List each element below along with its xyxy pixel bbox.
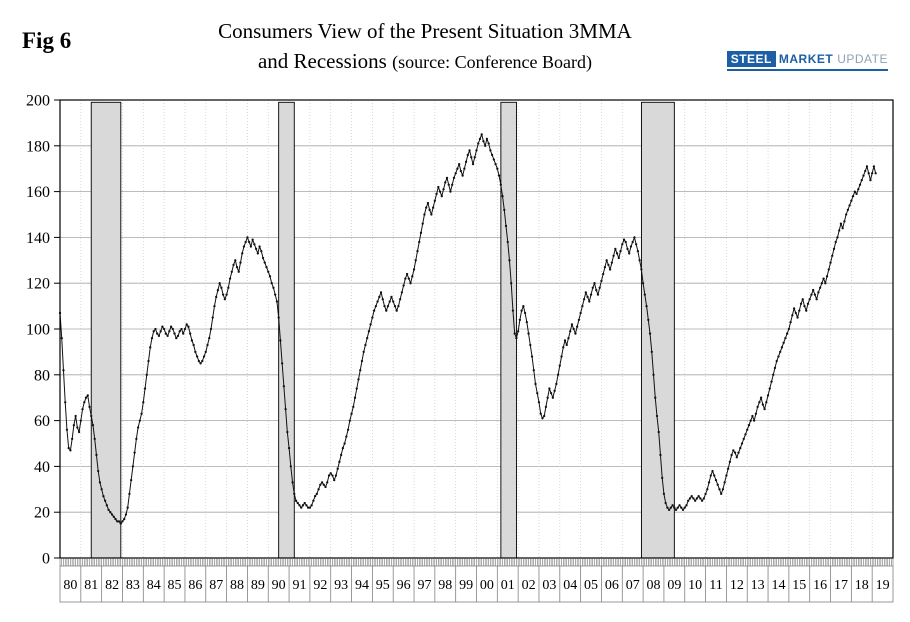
x-tick-label: 18 xyxy=(855,578,869,593)
chart-title-line2-main: and Recessions xyxy=(257,49,393,74)
x-tick-label: 89 xyxy=(251,578,265,593)
recession-band xyxy=(640,101,675,559)
x-tick-label: 82 xyxy=(105,578,119,593)
x-tick-label: 90 xyxy=(272,578,286,593)
series-present-situation xyxy=(58,133,877,525)
x-tick-label: 08 xyxy=(647,578,661,593)
x-tick-label: 19 xyxy=(876,578,890,593)
x-tick-label: 86 xyxy=(188,578,202,593)
x-tick-label: 11 xyxy=(709,578,722,593)
x-tick-label: 85 xyxy=(168,578,182,593)
figure-label: Fig 6 xyxy=(22,28,72,53)
y-tick-label: 120 xyxy=(26,276,50,293)
x-tick-label: 93 xyxy=(334,578,348,593)
y-tick-label: 140 xyxy=(26,230,50,247)
x-tick-label: 95 xyxy=(376,578,390,593)
x-tick-label: 13 xyxy=(751,578,765,593)
x-tick-label: 84 xyxy=(147,578,161,593)
x-tick-label: 05 xyxy=(584,578,598,593)
chart-title-line1: Consumers View of the Present Situation … xyxy=(218,19,632,43)
y-tick-label: 20 xyxy=(34,505,50,522)
x-tick-label: 80 xyxy=(63,578,77,593)
x-tick-label: 87 xyxy=(209,578,223,593)
y-tick-label: 0 xyxy=(42,551,50,568)
chart-title: Consumers View of the Present Situation … xyxy=(0,16,850,77)
logo-update: UPDATE xyxy=(837,52,888,66)
logo-market: MARKET xyxy=(778,52,834,66)
y-tick-label: 100 xyxy=(26,322,50,339)
x-tick-label: 98 xyxy=(438,578,452,593)
x-tick-label: 14 xyxy=(771,578,785,593)
month-tick-strip xyxy=(59,558,894,566)
x-tick-label: 12 xyxy=(730,578,744,593)
x-tick-label: 92 xyxy=(313,578,327,593)
x-tick-label: 00 xyxy=(480,578,494,593)
x-tick-label: 16 xyxy=(813,578,827,593)
x-tick-label: 07 xyxy=(626,578,640,593)
logo-steel: STEEL xyxy=(726,51,776,67)
x-tick-label: 97 xyxy=(417,578,431,593)
x-tick-label: 81 xyxy=(84,578,98,593)
y-tick-label: 80 xyxy=(34,367,50,384)
chart-title-source: (source: Conference Board) xyxy=(392,52,593,73)
y-axis-labels: 0 20 40 60 80 100 120 140 160 180 200 xyxy=(26,93,60,568)
recession-bands xyxy=(90,101,675,559)
x-tick-label: 02 xyxy=(522,578,536,593)
y-tick-label: 200 xyxy=(26,93,50,110)
x-axis-labels: 80 81 82 83 84 85 86 87 88 89 90 91 92 93 94 95 96 97 98 99… xyxy=(59,565,894,603)
x-tick-label: 15 xyxy=(792,578,806,593)
x-tick-label: 06 xyxy=(605,578,619,593)
recession-band xyxy=(90,101,122,559)
x-tick-label: 88 xyxy=(230,578,244,593)
y-tick-label: 40 xyxy=(34,459,50,476)
chart-title-line2: and Recessions (source: Conference Board… xyxy=(0,46,850,76)
y-tick-label: 160 xyxy=(26,184,50,201)
recession-band xyxy=(278,101,295,559)
x-tick-label: 03 xyxy=(542,578,556,593)
x-tick-label: 91 xyxy=(292,578,306,593)
y-tick-label: 180 xyxy=(26,138,50,155)
y-tick-label: 60 xyxy=(34,413,50,430)
x-tick-label: 09 xyxy=(667,578,681,593)
x-tick-label: 17 xyxy=(834,578,848,593)
x-tick-label: 96 xyxy=(397,578,411,593)
x-tick-label: 01 xyxy=(501,578,515,593)
x-tick-label: 04 xyxy=(563,578,577,593)
steel-market-update-logo: STEEL MARKET UPDATE xyxy=(726,51,888,71)
x-tick-label: 10 xyxy=(688,578,702,593)
x-tick-label: 99 xyxy=(459,578,473,593)
x-tick-label: 94 xyxy=(355,578,369,593)
x-tick-label: 83 xyxy=(126,578,140,593)
